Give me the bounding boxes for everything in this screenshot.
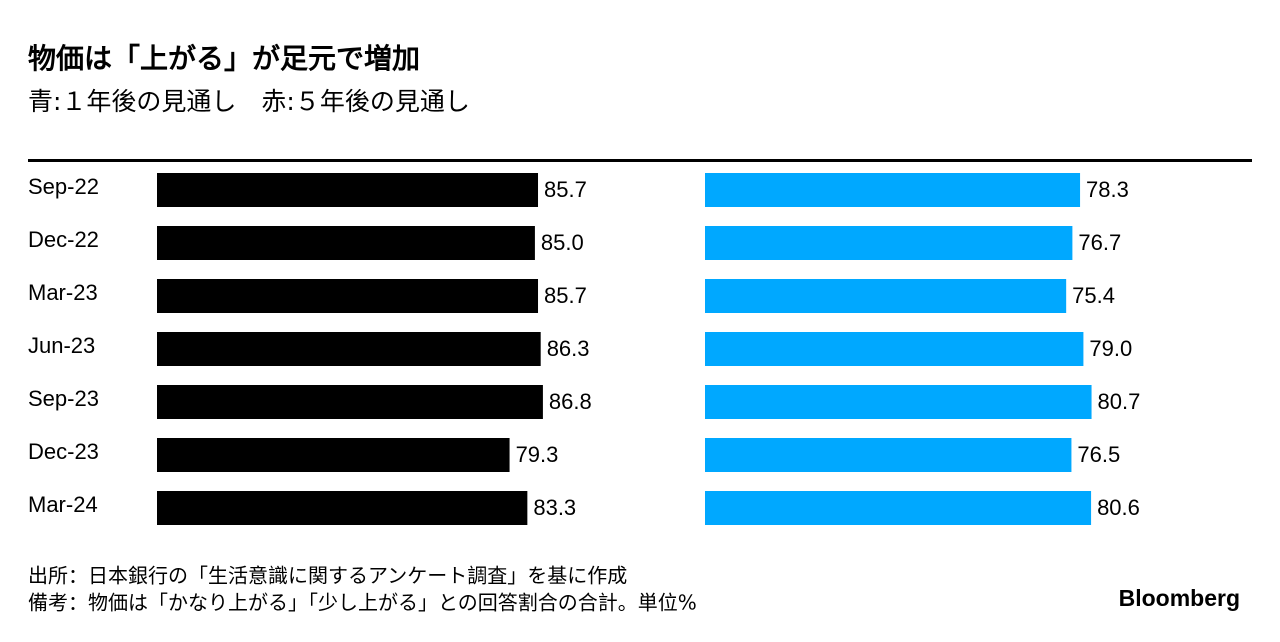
data-label: 80.6 xyxy=(1097,495,1140,520)
data-label: 85.0 xyxy=(541,230,584,255)
data-label: 85.7 xyxy=(544,177,587,202)
bar xyxy=(705,332,1084,366)
bar xyxy=(157,226,535,260)
y-tick-label: Jun-23 xyxy=(28,333,95,358)
y-tick-label: Mar-24 xyxy=(28,492,98,517)
bar xyxy=(157,173,539,207)
y-tick-label: Mar-23 xyxy=(28,280,98,305)
data-label: 76.7 xyxy=(1078,230,1121,255)
bar xyxy=(157,491,528,525)
data-label: 85.7 xyxy=(544,283,587,308)
data-label: 86.3 xyxy=(547,336,590,361)
bar xyxy=(705,279,1067,313)
chart-subtitle: 青:１年後の見通し 赤:５年後の見通し xyxy=(28,87,470,116)
data-label: 78.3 xyxy=(1086,177,1129,202)
bar xyxy=(157,385,543,419)
y-tick-label: Dec-22 xyxy=(28,227,99,252)
data-label: 79.3 xyxy=(516,442,559,467)
bar xyxy=(705,226,1073,260)
bar xyxy=(705,385,1092,419)
y-tick-label: Sep-23 xyxy=(28,386,99,411)
chart-title: 物価は「上がる」が足元で増加 xyxy=(28,42,420,75)
bar xyxy=(157,332,541,366)
bar xyxy=(157,279,539,313)
bar xyxy=(157,438,510,472)
y-tick-label: Dec-23 xyxy=(28,439,99,464)
data-label: 79.0 xyxy=(1089,336,1132,361)
top-rule xyxy=(28,159,1252,162)
bar xyxy=(705,173,1081,207)
note: 備考：物価は「かなり上がる」「少し上がる」との回答割合の合計。単位% xyxy=(28,591,697,615)
note: 出所：日本銀行の「生活意識に関するアンケート調査」を基に作成 xyxy=(28,564,627,588)
data-label: 76.5 xyxy=(1077,442,1120,467)
data-label: 86.8 xyxy=(549,389,592,414)
logo: Bloomberg xyxy=(1119,585,1240,611)
bar xyxy=(705,438,1072,472)
data-label: 75.4 xyxy=(1072,283,1115,308)
data-label: 83.3 xyxy=(533,495,576,520)
data-label: 80.7 xyxy=(1098,389,1141,414)
bar xyxy=(705,491,1092,525)
y-tick-label: Sep-22 xyxy=(28,174,99,199)
